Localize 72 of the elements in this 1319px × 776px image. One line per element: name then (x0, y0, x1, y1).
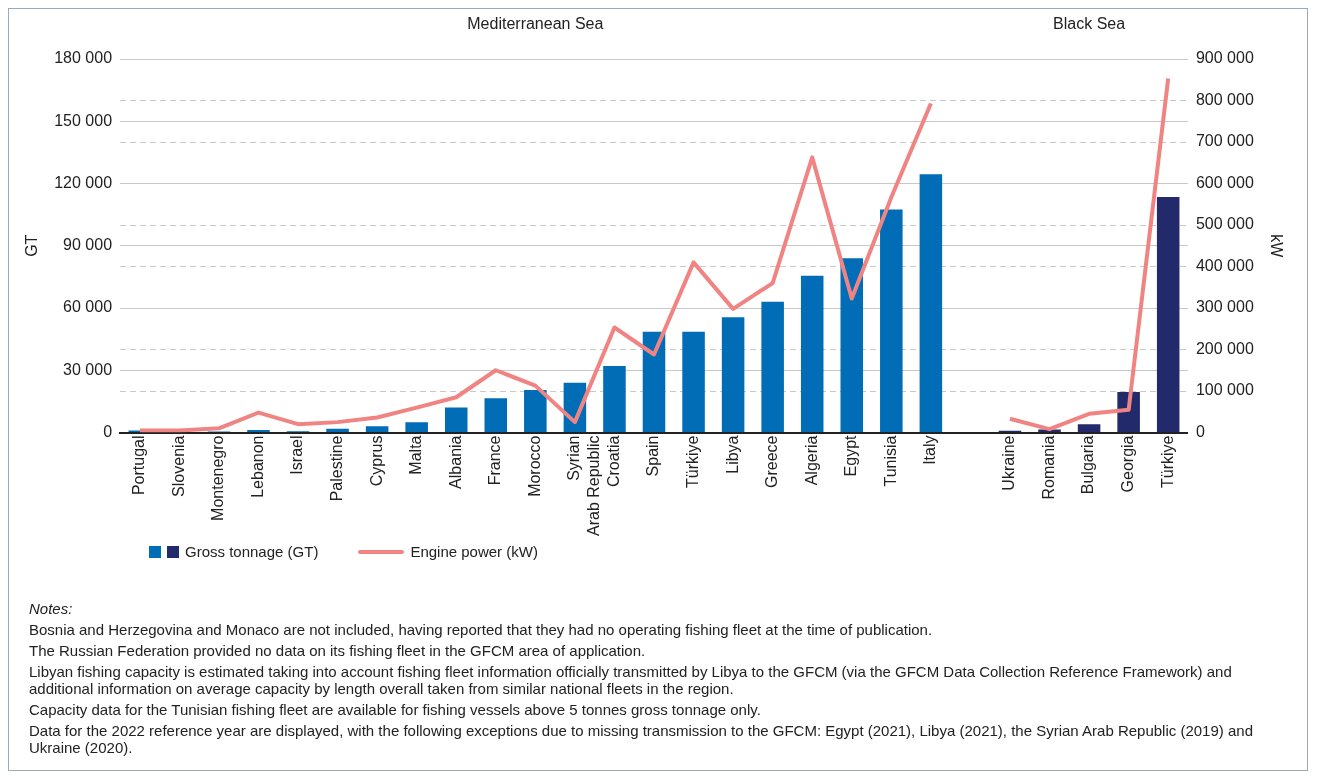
y-tick-label: 30 000 (63, 360, 113, 378)
bar (365, 426, 389, 432)
x-tick-label: Algeria (802, 435, 820, 486)
x-tick-label: Romania (1039, 435, 1057, 500)
x-tick-label: Ukraine (1000, 435, 1018, 491)
legend-label: Engine power (kW) (410, 543, 538, 560)
x-tick-label: Palestine (327, 435, 345, 502)
bar (524, 389, 547, 432)
text: Data for the 2022 reference year are displayed, with the following exceptions due to missing transmission to the GFCM: Egypt (2021), Libya (2021), the Syrian Arab Republic (2019) and Ukraine (2020). (29, 722, 1254, 756)
x-tick-label: Italy (921, 435, 939, 465)
y2-tick-label: 900 000 (1195, 49, 1254, 67)
y2-tick-label: 700 000 (1195, 132, 1254, 150)
bar (405, 422, 428, 432)
y2-axis-title: kW (1267, 234, 1285, 259)
bar (721, 317, 745, 432)
x-tick-label: Syrian Arab Republic (565, 435, 602, 536)
x-tick-label: Portugal (130, 435, 148, 496)
y-tick-label: 120 000 (54, 173, 113, 191)
y2-tick-label: 300 000 (1195, 298, 1254, 316)
x-tick-label: Türkiye (1158, 435, 1176, 488)
x-tick-label: Cyprus (367, 435, 385, 487)
x-tick-label: Egypt (842, 434, 860, 477)
x-tick-label: Morocco (525, 435, 543, 497)
x-tick-label: Montenegro (209, 435, 227, 521)
y2-tick-label: 500 000 (1195, 215, 1254, 233)
text: Bosnia and Herzegovina and Monaco are not included, having reported that they had no operating fishing fleet at the time of publication. (29, 621, 934, 638)
x-tick-label: Israel (288, 435, 306, 475)
bar (840, 258, 864, 432)
x-tick-label: Croatia (604, 435, 622, 488)
x-tick-label: Libya (723, 435, 741, 474)
text: Capacity data for the Tunisian fishing fleet are available for fishing vessels above 5 tonnes gross tonnage only. (29, 701, 762, 718)
text: Libyan fishing capacity is estimated taking into account fishing fleet information officially transmitted by Libya to the GFCM (via the GFCM Data Collection Reference Framework) and additional information on average capacity by length overall taken from similar national fleets in the region. (29, 663, 1233, 697)
y2-tick-label: 0 (1195, 422, 1205, 440)
bar (880, 209, 903, 432)
x-tick-label: Spain (644, 435, 662, 477)
y2-tick-label: 100 000 (1195, 381, 1254, 399)
text: Notes: (29, 600, 74, 617)
text: Mediterranean Sea (467, 15, 604, 33)
legend-label: Gross tonnage (GT) (185, 543, 319, 560)
x-tick-label: Lebanon (248, 435, 266, 498)
bar (603, 366, 626, 432)
x-tick-label: Tunisia (881, 435, 899, 487)
x-tick-label: Georgia (1119, 435, 1137, 493)
bar (326, 428, 349, 432)
y2-tick-label: 600 000 (1195, 173, 1254, 191)
y-tick-label: 60 000 (63, 298, 113, 316)
y-tick-label: 90 000 (63, 236, 113, 254)
y2-tick-label: 800 000 (1195, 90, 1254, 108)
x-tick-label: France (486, 435, 504, 486)
y-tick-label: 180 000 (54, 49, 113, 67)
x-tick-label: Malta (407, 435, 425, 475)
x-tick-label: Türkiye (683, 435, 701, 488)
bar (761, 301, 784, 432)
x-tick-label: Bulgaria (1079, 435, 1097, 495)
bar (444, 407, 468, 432)
bar (919, 174, 943, 432)
bar (800, 275, 824, 432)
y2-tick-label: 200 000 (1195, 339, 1254, 357)
bar (1156, 196, 1180, 432)
y-tick-label: 150 000 (54, 111, 113, 129)
x-tick-label: Albania (446, 435, 464, 489)
y2-tick-label: 400 000 (1195, 256, 1254, 274)
y-tick-label: 0 (103, 422, 113, 440)
y-axis-title: GT (23, 234, 41, 257)
text: Black Sea (1053, 15, 1126, 33)
x-tick-label: Greece (763, 435, 781, 488)
bar (682, 331, 705, 432)
bar (642, 331, 666, 432)
bar (484, 398, 508, 432)
bar (1077, 424, 1101, 432)
text: The Russian Federation provided no data on its fishing fleet in the GFCM area of application. (29, 642, 647, 659)
x-tick-label: Slovenia (169, 435, 187, 497)
